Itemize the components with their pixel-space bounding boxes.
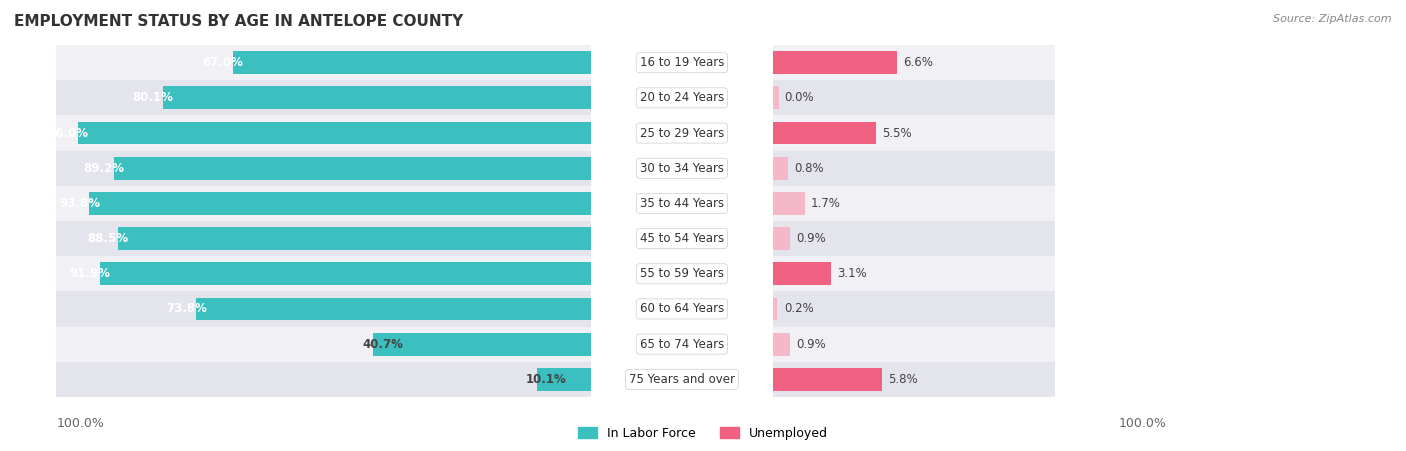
Bar <box>773 45 1054 80</box>
Bar <box>56 186 591 221</box>
Text: 60 to 64 Years: 60 to 64 Years <box>640 303 724 315</box>
Text: 30 to 34 Years: 30 to 34 Years <box>640 162 724 175</box>
Bar <box>773 327 1054 362</box>
Bar <box>56 80 591 115</box>
Bar <box>56 256 591 291</box>
Bar <box>118 227 591 250</box>
Text: 89.2%: 89.2% <box>83 162 125 175</box>
Text: Source: ZipAtlas.com: Source: ZipAtlas.com <box>1274 14 1392 23</box>
Bar <box>773 186 1054 221</box>
Text: 25 to 29 Years: 25 to 29 Years <box>640 127 724 139</box>
Bar <box>197 298 591 320</box>
Text: 20 to 24 Years: 20 to 24 Years <box>640 92 724 104</box>
Bar <box>56 362 591 397</box>
Text: 5.5%: 5.5% <box>882 127 911 139</box>
Text: 91.9%: 91.9% <box>69 267 110 280</box>
Bar <box>773 122 876 144</box>
Text: 80.1%: 80.1% <box>132 92 173 104</box>
Bar <box>773 256 1054 291</box>
Text: 0.2%: 0.2% <box>785 303 814 315</box>
Bar <box>56 327 591 362</box>
Bar <box>373 333 591 355</box>
Bar <box>56 115 591 151</box>
Text: 6.6%: 6.6% <box>903 56 932 69</box>
Bar <box>77 122 591 144</box>
Bar <box>773 221 1054 256</box>
Bar <box>773 157 789 179</box>
Bar <box>773 368 882 391</box>
Bar <box>773 87 779 109</box>
Text: 0.9%: 0.9% <box>796 338 825 350</box>
Text: 16 to 19 Years: 16 to 19 Years <box>640 56 724 69</box>
Bar <box>773 298 778 320</box>
Text: 5.8%: 5.8% <box>887 373 917 386</box>
Bar <box>56 45 591 80</box>
Text: 100.0%: 100.0% <box>1119 418 1167 430</box>
Text: 1.7%: 1.7% <box>811 197 841 210</box>
Bar <box>56 221 591 256</box>
Text: 93.8%: 93.8% <box>59 197 100 210</box>
Bar <box>537 368 591 391</box>
Text: 100.0%: 100.0% <box>56 418 104 430</box>
Bar <box>773 115 1054 151</box>
Bar <box>56 151 591 186</box>
Bar <box>773 333 790 355</box>
Bar <box>773 291 1054 327</box>
Text: 65 to 74 Years: 65 to 74 Years <box>640 338 724 350</box>
Text: 88.5%: 88.5% <box>87 232 128 245</box>
Text: 0.9%: 0.9% <box>796 232 825 245</box>
Bar <box>56 291 591 327</box>
Text: 45 to 54 Years: 45 to 54 Years <box>640 232 724 245</box>
Text: EMPLOYMENT STATUS BY AGE IN ANTELOPE COUNTY: EMPLOYMENT STATUS BY AGE IN ANTELOPE COU… <box>14 14 464 28</box>
Bar <box>773 262 831 285</box>
Text: 0.8%: 0.8% <box>794 162 824 175</box>
Text: 35 to 44 Years: 35 to 44 Years <box>640 197 724 210</box>
Bar <box>114 157 591 179</box>
Bar <box>773 227 790 250</box>
Bar <box>773 80 1054 115</box>
Bar <box>90 192 591 215</box>
Bar <box>232 51 591 74</box>
Bar <box>773 151 1054 186</box>
Text: 3.1%: 3.1% <box>837 267 866 280</box>
Text: 73.8%: 73.8% <box>166 303 207 315</box>
Bar <box>773 192 806 215</box>
Bar <box>100 262 591 285</box>
Text: 75 Years and over: 75 Years and over <box>628 373 735 386</box>
Text: 10.1%: 10.1% <box>526 373 567 386</box>
Bar <box>773 51 897 74</box>
Text: 0.0%: 0.0% <box>785 92 814 104</box>
Bar <box>773 362 1054 397</box>
Bar <box>163 87 591 109</box>
Legend: In Labor Force, Unemployed: In Labor Force, Unemployed <box>572 422 834 445</box>
Text: 67.0%: 67.0% <box>202 56 243 69</box>
Text: 96.0%: 96.0% <box>48 127 89 139</box>
Text: 40.7%: 40.7% <box>363 338 404 350</box>
Text: 55 to 59 Years: 55 to 59 Years <box>640 267 724 280</box>
